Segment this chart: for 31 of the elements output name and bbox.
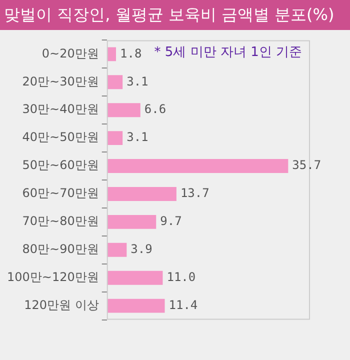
y-tick-label: 0~20만원 [42,46,99,60]
data-label: 1.8 [120,46,142,60]
bar [106,103,140,118]
bar [106,214,156,229]
y-tick-label: 120만원 이상 [24,298,99,312]
y-tick-label: 30만~40만원 [22,102,99,116]
bar [106,270,163,285]
data-label: 13.7 [180,186,210,200]
bar [106,131,123,146]
bar [106,159,288,174]
bar [106,75,123,90]
y-tick-label: 60만~70만원 [22,186,99,200]
y-tick-label: 20만~30만원 [22,74,99,88]
data-label: 6.6 [144,102,166,116]
data-label: 3.1 [126,74,148,88]
data-label: 9.7 [160,214,182,228]
data-label: 11.4 [168,298,198,312]
y-tick-label: 40만~50만원 [22,130,99,144]
annotation: * 5세 미만 자녀 1인 기준 [154,45,302,60]
data-label: 3.1 [126,130,148,144]
data-label: 35.7 [292,158,322,172]
chart-title: 맞벌이 직장인, 월평균 보육비 금액별 분포(%) [0,0,350,30]
bar [106,242,127,257]
data-label: 3.9 [130,242,152,256]
bar [106,186,176,201]
y-tick-label: 80만~90만원 [22,242,99,256]
bar [106,298,165,313]
y-tick-label: 70만~80만원 [22,214,99,228]
y-tick-label: 100만~120만원 [6,270,99,284]
y-tick-label: 50만~60만원 [22,158,99,172]
data-label: 11.0 [166,270,196,284]
